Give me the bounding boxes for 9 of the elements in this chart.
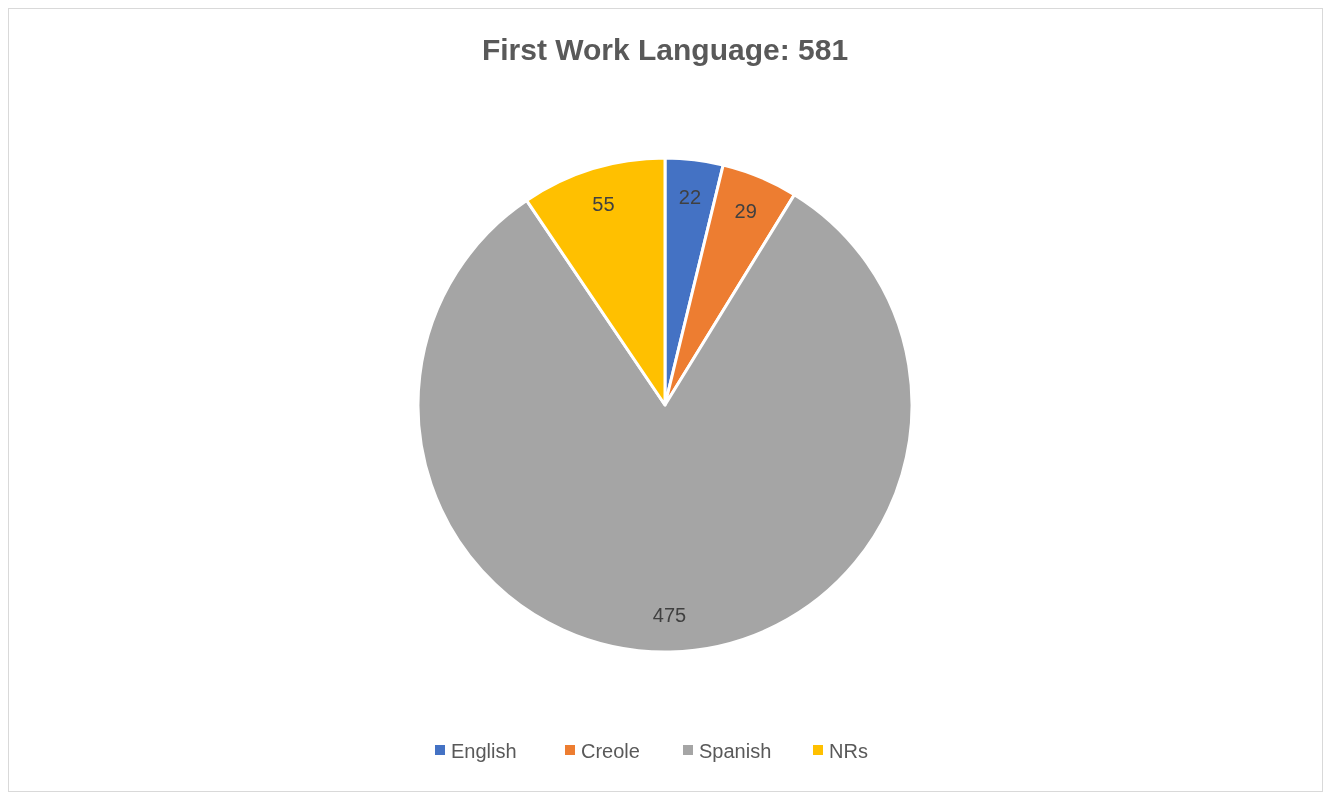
legend-label: Spanish <box>699 740 772 762</box>
legend-label: English <box>451 740 517 762</box>
legend-label: Creole <box>581 740 640 762</box>
data-label: 29 <box>734 200 757 223</box>
data-label: 55 <box>592 193 615 216</box>
legend-label: NRs <box>829 740 868 762</box>
data-label: 475 <box>652 603 687 626</box>
data-label: 22 <box>678 185 702 208</box>
chart-title: First Work Language: 581 <box>481 33 849 66</box>
